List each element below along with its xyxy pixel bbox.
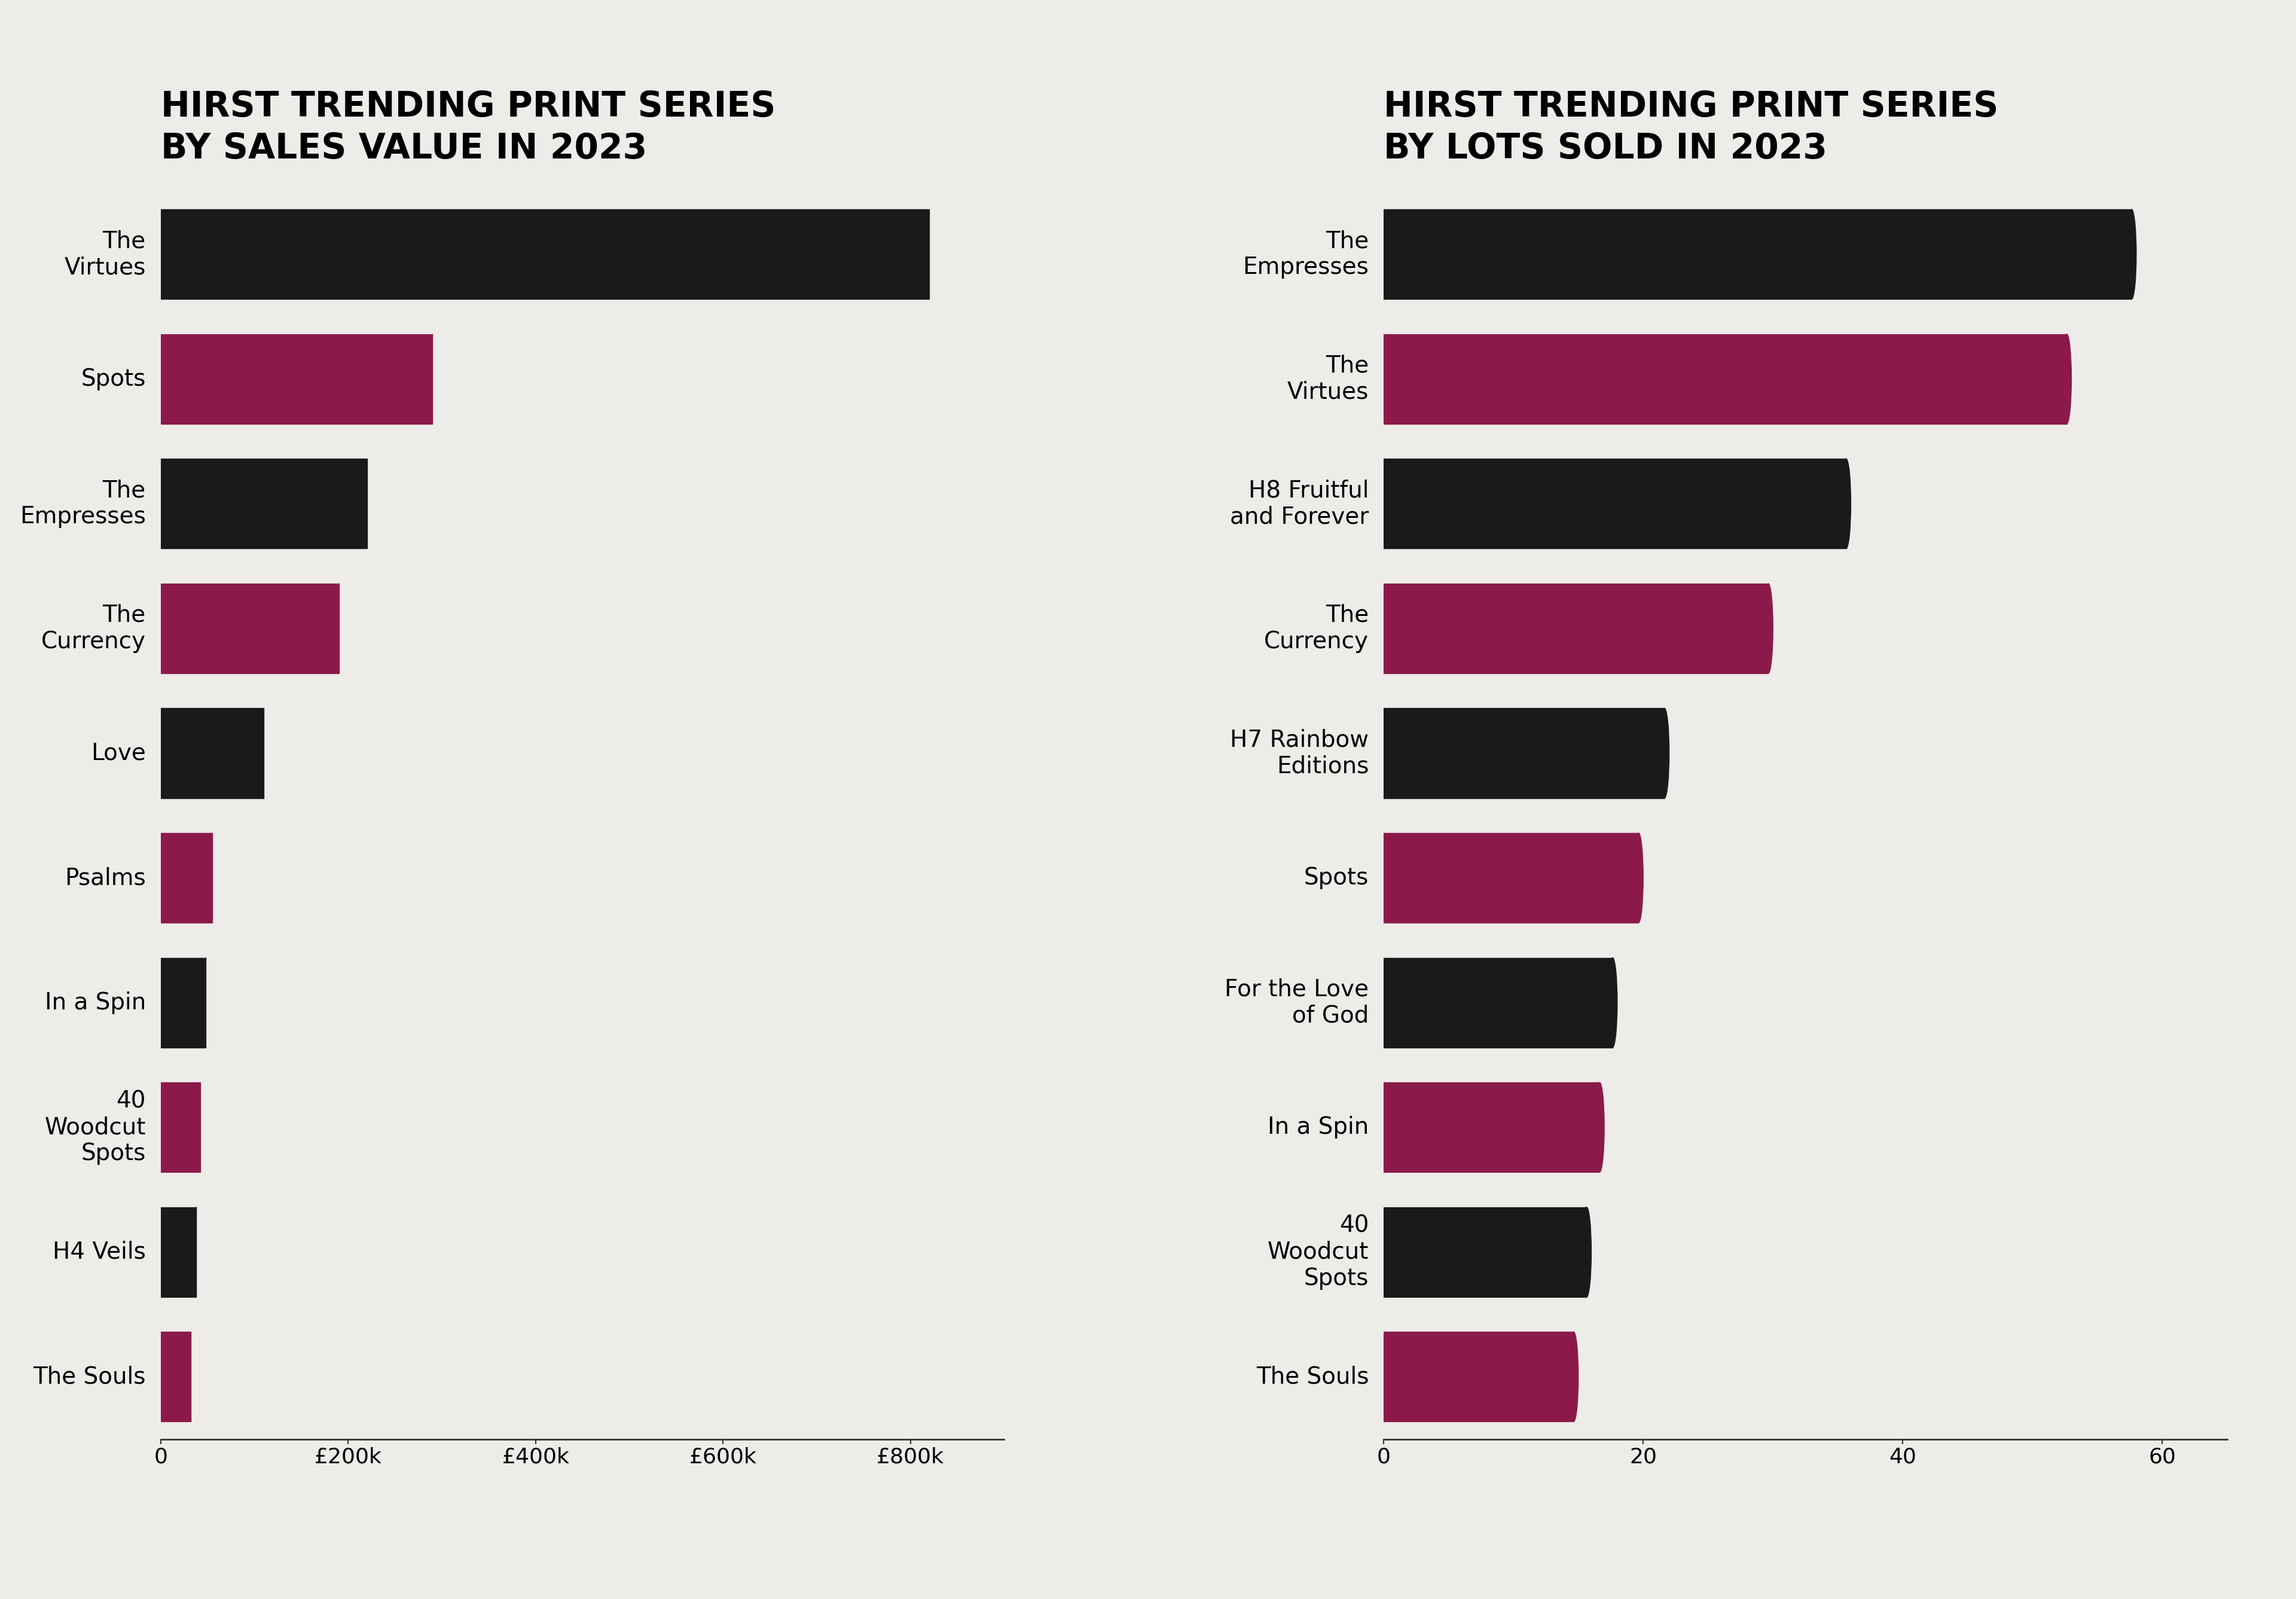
Bar [161, 1083, 200, 1172]
Bar [1384, 209, 2131, 299]
Bar [161, 584, 340, 673]
Bar [161, 459, 367, 548]
Circle shape [1596, 1083, 1605, 1172]
Circle shape [2126, 209, 2135, 299]
Bar [1384, 584, 1768, 673]
Circle shape [1635, 833, 1644, 923]
Text: HIRST TRENDING PRINT SERIES
BY LOTS SOLD IN 2023: HIRST TRENDING PRINT SERIES BY LOTS SOLD… [1384, 90, 1998, 166]
Bar [1384, 958, 1612, 1047]
Bar [161, 209, 930, 299]
Bar [161, 958, 207, 1047]
Circle shape [1660, 708, 1669, 798]
Circle shape [2062, 334, 2071, 424]
Circle shape [1841, 459, 1851, 548]
Bar [161, 1207, 197, 1297]
Bar [1384, 833, 1639, 923]
Bar [1384, 708, 1665, 798]
Bar [1384, 1332, 1573, 1422]
Bar [1384, 1083, 1600, 1172]
Bar [161, 1332, 191, 1422]
Bar [1384, 334, 2066, 424]
Circle shape [1568, 1332, 1577, 1422]
Bar [161, 334, 432, 424]
Bar [161, 708, 264, 798]
Text: HIRST TRENDING PRINT SERIES
BY SALES VALUE IN 2023: HIRST TRENDING PRINT SERIES BY SALES VAL… [161, 90, 776, 166]
Circle shape [1607, 958, 1616, 1047]
Bar [161, 833, 211, 923]
Bar [1384, 459, 1846, 548]
Circle shape [1582, 1207, 1591, 1297]
Circle shape [1763, 584, 1773, 673]
Bar [1384, 1207, 1587, 1297]
